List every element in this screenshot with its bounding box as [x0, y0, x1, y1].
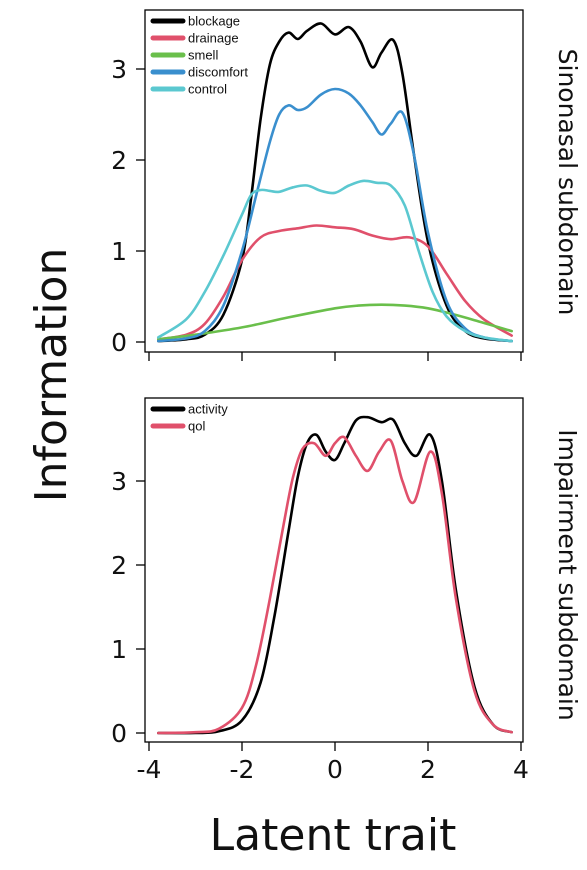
plot-frame [144, 9, 524, 353]
y-tick-label: 1 [111, 237, 127, 266]
x-tick-label: 0 [327, 755, 343, 784]
x-tick-label: -2 [230, 755, 255, 784]
legend-label-smell: smell [188, 48, 218, 63]
panel-impairment: 0 1 2 3 -4 -2 0 2 4 activity qol [111, 397, 529, 784]
series-line-drainage [157, 224, 513, 341]
legend-label-drainage: drainage [188, 31, 239, 46]
y-tick-label: 3 [111, 55, 127, 84]
panel-title-sinonasal: Sinonasal subdomain [553, 49, 582, 316]
legend-label-control: control [188, 82, 227, 97]
y-tick-label: 0 [111, 328, 127, 357]
x-tick-label: 4 [513, 755, 529, 784]
y-tick-label: 3 [111, 467, 127, 496]
panel-sinonasal: 0 1 2 3 blockage drainage smell discomfort contr… [111, 9, 524, 361]
y-tick-label: 0 [111, 719, 127, 748]
series-line-activity [157, 415, 513, 735]
plot-frame [144, 397, 524, 743]
series-line-control [157, 179, 513, 343]
x-axis-title: Latent trait [210, 810, 457, 861]
legend-label-discomfort: discomfort [188, 65, 248, 80]
series-line-discomfort [157, 87, 513, 343]
y-tick-label: 2 [111, 551, 127, 580]
legend-label-qol: qol [188, 419, 205, 434]
x-tick-label: 2 [420, 755, 436, 784]
series-line-blockage [157, 22, 513, 343]
panel-title-impairment: Impairment subdomain [553, 429, 582, 720]
y-tick-label: 1 [111, 635, 127, 664]
series-line-qol [157, 435, 513, 735]
legend-label-activity: activity [188, 402, 228, 417]
y-axis-title: Information [26, 248, 77, 503]
y-tick-label: 2 [111, 146, 127, 175]
legend-label-blockage: blockage [188, 14, 240, 29]
x-tick-label: -4 [137, 755, 162, 784]
